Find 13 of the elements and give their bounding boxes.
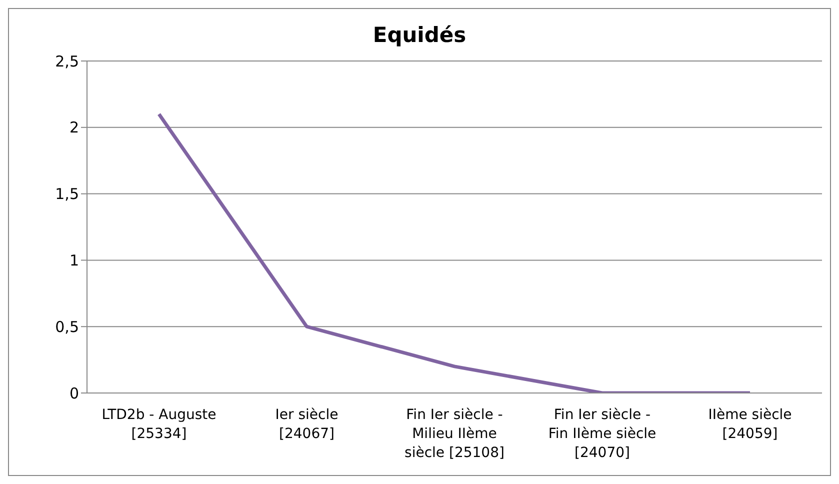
x-tick-label: LTD2b - Auguste [25334] bbox=[102, 407, 216, 442]
x-tick-label: IIème siècle [24059] bbox=[708, 407, 792, 442]
x-tick-label: Ier siècle [24067] bbox=[275, 407, 338, 442]
y-tick-label: 1,5 bbox=[55, 185, 79, 204]
y-tick-label: 0,5 bbox=[55, 318, 79, 336]
x-tick-label: Fin Ier siècle - Fin IIème siècle [24070] bbox=[548, 407, 656, 461]
y-tick-label: 0 bbox=[69, 384, 79, 402]
line-series bbox=[157, 112, 752, 393]
chart-title: Equidés bbox=[372, 22, 468, 49]
y-tick-label: 2 bbox=[69, 118, 79, 137]
y-tick-label: 2,5 bbox=[55, 52, 79, 70]
x-tick-label: Fin Ier siècle - Milieu IIème siècle [25108] bbox=[404, 407, 504, 461]
y-tick-label: 1 bbox=[69, 252, 79, 270]
